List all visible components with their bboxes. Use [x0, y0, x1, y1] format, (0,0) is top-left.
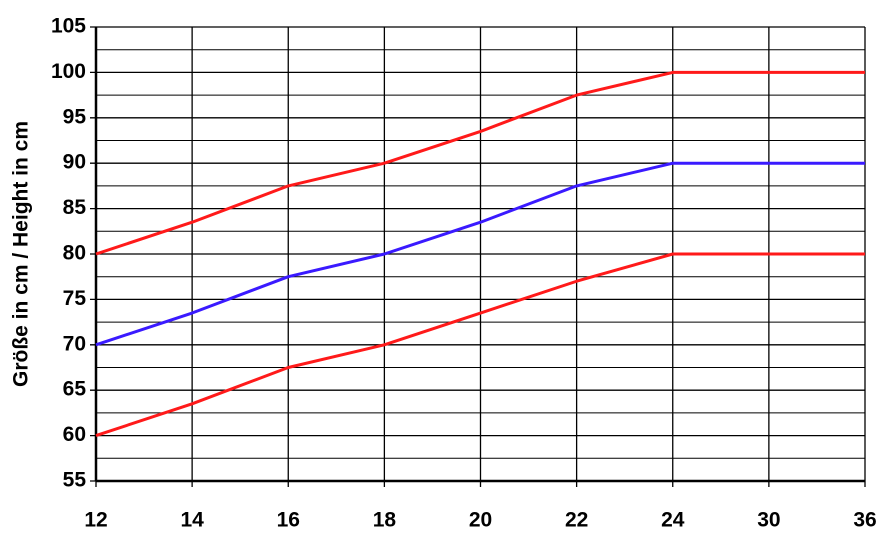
x-tick-label: 14 [180, 509, 204, 532]
x-tick-label: 18 [373, 509, 397, 532]
y-tick-label: 95 [63, 105, 87, 128]
y-tick-label: 85 [63, 196, 87, 219]
y-axis-title: Größe in cm / Height in cm [10, 121, 33, 387]
line-series [95, 161, 865, 347]
x-tick-label: 36 [853, 509, 876, 532]
x-tick-label: 20 [469, 509, 492, 532]
y-tick-label: 70 [63, 332, 86, 355]
y-tick-label: 65 [63, 378, 87, 401]
x-tick-label: 24 [661, 509, 685, 532]
line-series [95, 70, 865, 256]
x-tick-label: 30 [757, 509, 780, 532]
x-tick-label: 16 [277, 509, 300, 532]
y-tick-label: 55 [63, 469, 87, 492]
y-tick-label: 80 [63, 242, 86, 265]
x-tick-label: 12 [84, 509, 107, 532]
y-tick-label: 60 [63, 423, 86, 446]
line-series [95, 252, 865, 438]
y-tick-label: 75 [63, 287, 87, 310]
x-tick-label: 22 [565, 509, 588, 532]
y-tick-label: 100 [51, 60, 86, 83]
y-tick-label: 90 [63, 151, 86, 174]
y-tick-label: 105 [51, 15, 86, 38]
